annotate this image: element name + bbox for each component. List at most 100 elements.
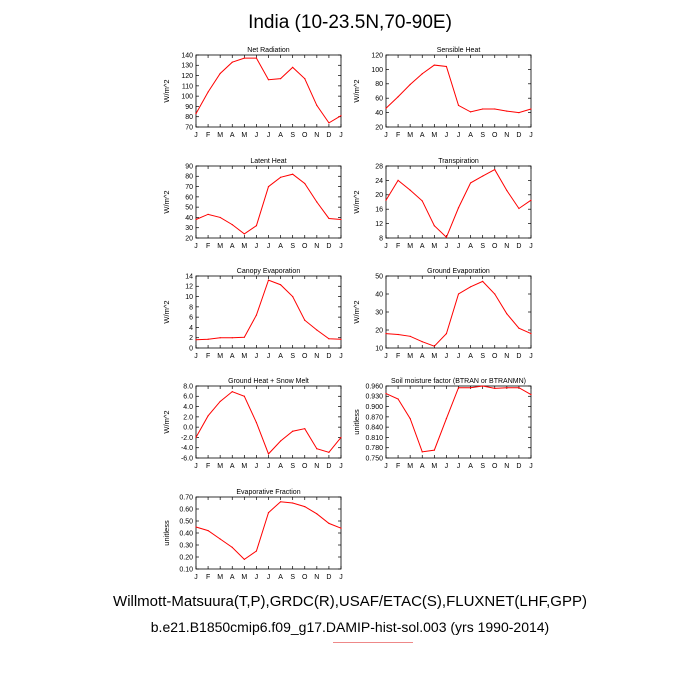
panel-title: Ground Evaporation <box>427 268 490 275</box>
x-tick-label: J <box>255 243 259 250</box>
y-tick-label: 8.0 <box>183 383 193 390</box>
data-point <box>279 501 282 503</box>
data-point <box>397 96 399 98</box>
x-tick-label: D <box>326 463 331 470</box>
data-point <box>255 57 258 59</box>
source-caption: Willmott-Matsuura(T,P),GRDC(R),USAF/ETAC… <box>113 593 587 610</box>
data-point <box>409 189 411 191</box>
series-line <box>195 279 342 341</box>
data-point <box>506 387 508 389</box>
panel-7: Ground Heat + Snow Melt -6.0 -4.0 -2.0 0.0 2.… <box>162 378 343 470</box>
x-tick-label: O <box>302 353 308 360</box>
x-tick-label: J <box>194 463 198 470</box>
y-tick-label: 20 <box>375 124 383 131</box>
y-tick-label: 90 <box>185 163 193 170</box>
series-line <box>385 168 532 239</box>
series-line <box>195 173 342 235</box>
panel-8: Soil moisture factor (BTRAN or BTRANMN) 0… <box>352 378 533 470</box>
y-tick-label: 10 <box>185 294 193 301</box>
data-point <box>195 436 197 439</box>
y-tick-label: 0.750 <box>365 455 383 462</box>
y-axis-label: unitless <box>162 520 171 546</box>
y-tick-label: 0.50 <box>179 518 193 525</box>
y-tick-label: 60 <box>375 96 383 103</box>
data-point <box>530 199 532 201</box>
y-tick-label: 12 <box>185 284 193 291</box>
y-tick-label: 2.0 <box>183 414 193 421</box>
x-tick-label: O <box>302 243 308 250</box>
x-tick-label: M <box>431 243 437 250</box>
data-point <box>292 502 294 504</box>
x-tick-label: M <box>407 353 413 360</box>
y-tick-label: 80 <box>375 81 383 88</box>
panel-frame <box>195 275 342 349</box>
x-tick-label: J <box>457 463 461 470</box>
panel-title: Net Radiation <box>247 47 290 54</box>
x-tick-label: J <box>445 243 449 250</box>
footer-underline <box>333 642 413 643</box>
data-point <box>530 393 532 396</box>
x-tick-label: S <box>290 243 295 250</box>
data-point <box>494 169 496 171</box>
x-tick-label: D <box>326 574 331 581</box>
data-point <box>279 284 282 286</box>
data-point <box>292 66 294 68</box>
data-point <box>457 104 460 106</box>
data-point <box>445 417 448 420</box>
data-point <box>267 453 270 455</box>
x-tick-label: M <box>407 463 413 470</box>
data-point <box>231 61 233 63</box>
series-line <box>195 391 342 455</box>
data-point <box>243 336 245 338</box>
y-tick-label: 0.20 <box>179 554 193 561</box>
x-tick-label: J <box>384 463 388 470</box>
data-point <box>304 78 306 80</box>
data-point <box>195 113 197 115</box>
x-tick-label: S <box>480 463 485 470</box>
y-tick-label: 80 <box>185 174 193 181</box>
x-tick-label: F <box>396 463 400 470</box>
x-tick-label: A <box>278 463 283 470</box>
x-tick-label: O <box>492 132 498 139</box>
x-tick-label: M <box>217 243 223 250</box>
data-point <box>518 387 520 389</box>
x-tick-label: N <box>314 574 319 581</box>
data-point <box>494 293 496 295</box>
x-tick-label: S <box>290 132 295 139</box>
x-tick-label: J <box>339 574 343 581</box>
x-tick-label: S <box>290 353 295 360</box>
data-point <box>457 207 460 209</box>
x-tick-label: J <box>194 574 198 581</box>
y-axis-label: W/m^2 <box>162 410 171 433</box>
data-point <box>482 175 484 177</box>
x-tick-label: O <box>492 463 498 470</box>
data-point <box>482 280 484 282</box>
x-tick-label: M <box>407 243 413 250</box>
data-point <box>397 179 399 181</box>
data-point <box>385 107 387 109</box>
data-point <box>267 279 270 281</box>
y-axis-label: W/m^2 <box>162 300 171 323</box>
y-tick-label: 20 <box>185 235 193 242</box>
y-tick-label: 0.30 <box>179 542 193 549</box>
x-tick-label: N <box>504 132 509 139</box>
x-tick-label: J <box>529 463 533 470</box>
x-tick-label: A <box>230 243 235 250</box>
x-tick-label: J <box>457 132 461 139</box>
x-tick-label: O <box>492 353 498 360</box>
x-tick-label: M <box>241 132 247 139</box>
data-point <box>207 530 209 532</box>
x-tick-label: O <box>492 243 498 250</box>
data-point <box>385 392 387 395</box>
y-tick-label: 40 <box>185 215 193 222</box>
y-axis-label: W/m^2 <box>352 79 361 102</box>
x-tick-label: M <box>241 353 247 360</box>
x-tick-label: D <box>326 132 331 139</box>
x-tick-label: A <box>230 574 235 581</box>
data-point <box>255 225 258 227</box>
x-tick-label: F <box>206 132 210 139</box>
data-point <box>292 295 294 298</box>
y-tick-label: 0.40 <box>179 530 193 537</box>
